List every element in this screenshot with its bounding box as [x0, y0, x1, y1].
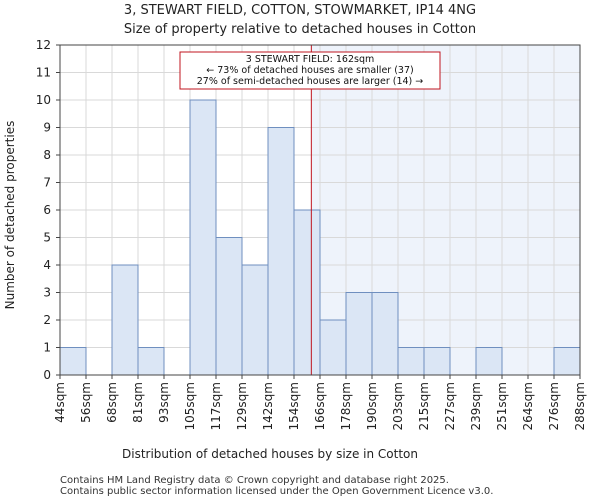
annotation-box: 3 STEWART FIELD: 162sqm ← 73% of detache… — [179, 51, 441, 90]
x-tick-label: 56sqm — [79, 382, 93, 423]
annotation-line-2: ← 73% of detached houses are smaller (37… — [206, 65, 413, 76]
x-tick-label: 264sqm — [521, 382, 535, 430]
x-tick-label: 203sqm — [391, 382, 405, 430]
bar — [475, 347, 503, 376]
x-tick-label: 166sqm — [313, 382, 327, 430]
y-tick-label: 8 — [43, 148, 51, 162]
x-tick-label: 105sqm — [183, 382, 197, 430]
bar — [215, 237, 243, 376]
y-tick-label: 9 — [43, 121, 51, 135]
x-tick-label: 81sqm — [131, 382, 145, 423]
x-tick-label: 227sqm — [443, 382, 457, 430]
x-tick-labels: 44sqm 56sqm 68sqm 81sqm 93sqm 105sqm 117sqm 129… — [53, 375, 587, 430]
y-tick-label: 10 — [36, 93, 51, 107]
bar — [293, 209, 321, 376]
x-tick-label: 129sqm — [235, 382, 249, 430]
bar — [59, 347, 87, 376]
chart-title: 3, STEWART FIELD, COTTON, STOWMARKET, IP… — [124, 3, 476, 18]
y-tick-label: 11 — [36, 66, 51, 80]
x-tick-label: 93sqm — [157, 382, 171, 423]
bar — [553, 347, 581, 376]
bar — [189, 99, 217, 376]
bar — [111, 264, 139, 376]
chart-subtitle: Size of property relative to detached ho… — [124, 22, 476, 37]
bar — [241, 264, 269, 376]
x-tick-label: 251sqm — [495, 382, 509, 430]
bars — [59, 99, 581, 376]
bar — [137, 347, 165, 376]
y-tick-label: 3 — [43, 286, 51, 300]
x-tick-label: 44sqm — [53, 382, 67, 423]
y-tick-label: 6 — [43, 203, 51, 217]
y-tick-label: 1 — [43, 341, 51, 355]
x-tick-label: 178sqm — [339, 382, 353, 430]
y-tick-label: 5 — [43, 231, 51, 245]
footer-line-1: Contains HM Land Registry data © Crown c… — [60, 475, 449, 486]
y-axis-label: Number of detached properties — [3, 121, 17, 310]
annotation-line-1: 3 STEWART FIELD: 162sqm — [246, 54, 374, 65]
x-tick-label: 190sqm — [365, 382, 379, 430]
annotation-line-3: 27% of semi-detached houses are larger (… — [197, 76, 424, 87]
x-tick-label: 215sqm — [417, 382, 431, 430]
y-tick-label: 4 — [43, 258, 51, 272]
y-tick-label: 0 — [43, 368, 51, 382]
x-tick-label: 239sqm — [469, 382, 483, 430]
x-tick-label: 288sqm — [573, 382, 587, 430]
x-axis-label: Distribution of detached houses by size … — [122, 447, 418, 461]
bar — [423, 347, 451, 376]
bar — [319, 319, 347, 376]
y-tick-label: 12 — [36, 38, 51, 52]
footer-line-2: Contains public sector information licen… — [60, 486, 493, 497]
y-tick-label: 7 — [43, 176, 51, 190]
x-tick-label: 154sqm — [287, 382, 301, 430]
x-tick-label: 276sqm — [547, 382, 561, 430]
y-tick-label: 2 — [43, 313, 51, 327]
x-tick-label: 117sqm — [209, 382, 223, 430]
x-tick-label: 68sqm — [105, 382, 119, 423]
annotation-frame — [179, 51, 441, 90]
bar — [345, 292, 373, 376]
x-tick-label: 142sqm — [261, 382, 275, 430]
bar — [371, 292, 399, 376]
bar — [267, 127, 295, 376]
bar — [397, 347, 425, 376]
